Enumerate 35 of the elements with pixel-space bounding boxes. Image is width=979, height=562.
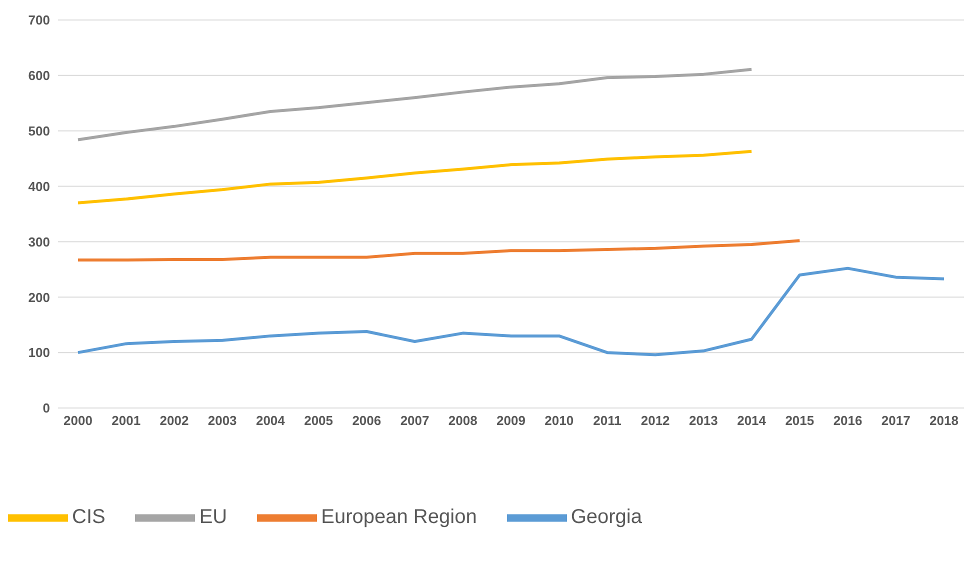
x-tick-label: 2012 [640,413,670,428]
x-tick-label: 2005 [304,413,334,428]
x-tick-label: 2017 [881,413,910,428]
y-tick-label: 700 [28,12,50,28]
legend-label: EU [199,506,228,528]
x-tick-label: 2010 [544,413,574,428]
x-tick-label: 2009 [496,413,526,428]
legend-label: CIS [72,506,106,528]
x-tick-label: 2006 [352,413,382,428]
x-tick-label: 2018 [930,413,958,428]
x-tick-label: 2004 [256,413,286,428]
line-series [76,150,754,204]
legend-label: European Region [321,506,477,528]
y-tick-label: 400 [28,178,50,194]
x-tick-label: 2003 [208,413,237,428]
line-series [76,239,802,262]
y-tick-label: 600 [28,68,50,84]
y-tick-label: 0 [42,400,50,416]
line-series [76,266,946,356]
x-tick-label: 2008 [448,413,478,428]
x-tick-label: 2002 [160,413,189,428]
x-tick-label: 2001 [112,413,141,428]
x-tick-label: 2011 [593,413,622,428]
legend-label: Georgia [570,506,642,528]
x-tick-label: 2015 [785,413,814,428]
x-tick-label: 2007 [400,413,430,428]
y-tick-label: 200 [28,290,50,305]
y-tick-label: 300 [28,234,50,250]
x-tick-label: 2016 [833,413,862,428]
line-series [76,68,754,142]
x-tick-label: 2013 [688,413,718,428]
y-tick-label: 100 [28,345,50,360]
y-tick-label: 500 [28,123,50,138]
x-tick-label: 2014 [737,413,767,428]
x-tick-label: 2000 [64,413,92,428]
